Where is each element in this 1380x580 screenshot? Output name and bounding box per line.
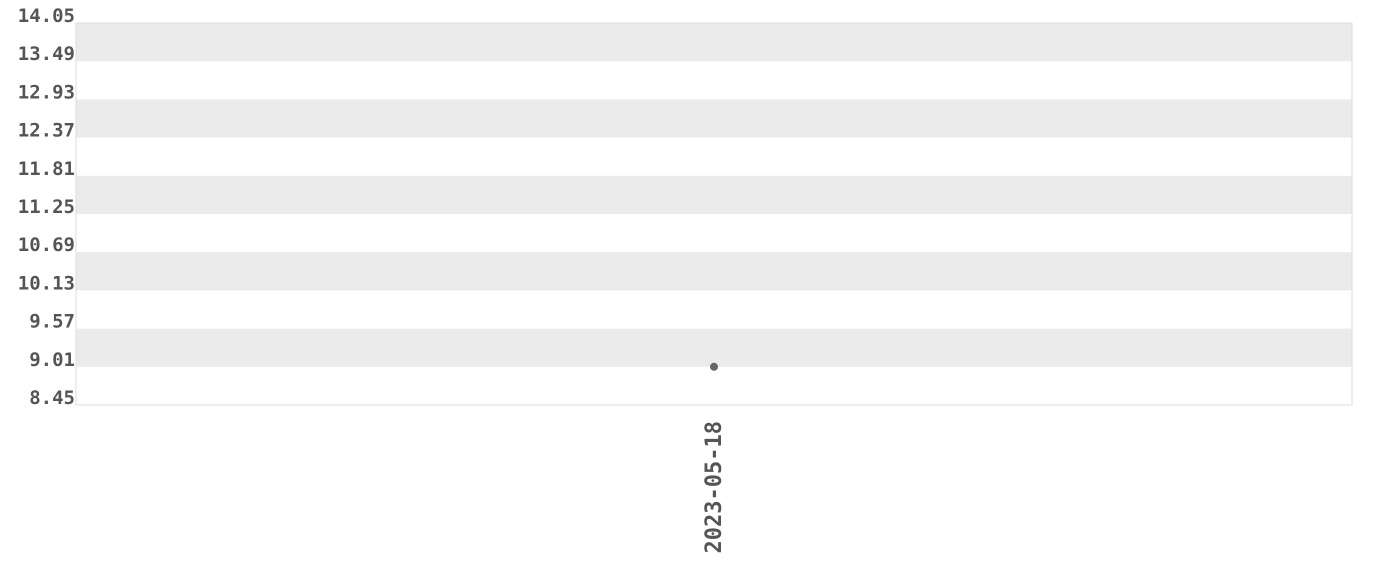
plot-border [75,22,1353,406]
grid-band [76,328,1352,367]
y-tick-label: 14.05 [18,5,75,27]
grid-band [76,99,1352,138]
y-tick-label: 11.25 [18,196,75,218]
y-tick-label: 8.45 [29,387,75,409]
y-axis: 14.05 13.49 12.93 12.37 11.81 11.25 10.69 10.13… [18,5,75,409]
y-tick-label: 13.49 [18,43,75,65]
y-tick-label: 12.93 [18,81,75,103]
y-tick-label: 10.13 [18,272,75,294]
y-tick-label: 9.01 [29,349,75,371]
data-point [710,362,718,371]
y-tick-label: 9.57 [29,311,75,333]
y-tick-label: 10.69 [18,234,75,256]
x-axis: 2023-05-18 [702,421,727,553]
grid-bands [76,23,1352,367]
grid-band [76,252,1352,291]
data-points [710,362,718,371]
grid-band [76,175,1352,214]
grid-band [76,23,1352,62]
x-tick-label: 2023-05-18 [702,421,727,553]
y-tick-label: 11.81 [18,158,75,180]
y-tick-label: 12.37 [18,120,75,142]
